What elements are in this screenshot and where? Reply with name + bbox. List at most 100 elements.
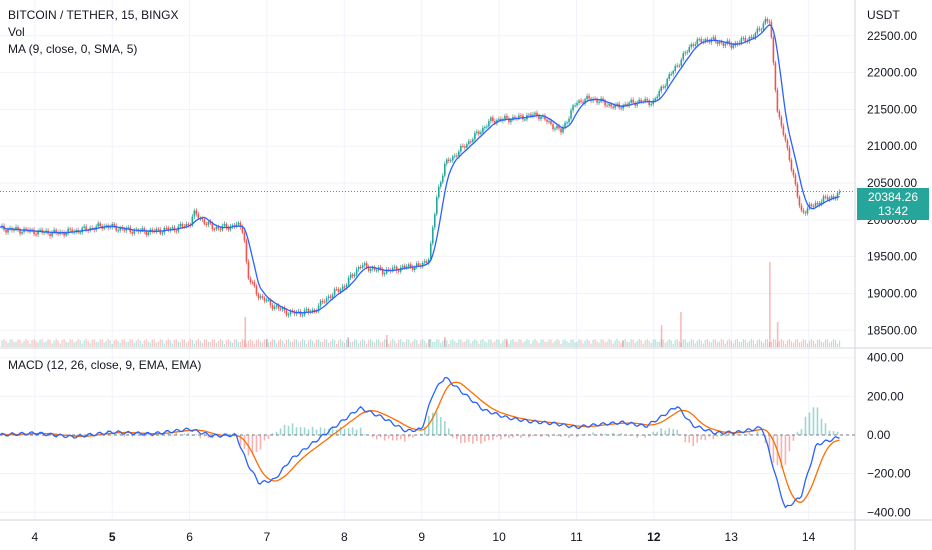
volume-bar bbox=[804, 339, 807, 347]
volume-bar bbox=[552, 343, 554, 347]
ma-legend[interactable]: MA (9, close, 0, SMA, 5) bbox=[8, 42, 138, 56]
candle-body bbox=[630, 99, 632, 103]
candle-body bbox=[758, 28, 761, 30]
volume-bar bbox=[311, 340, 314, 347]
macd-histogram-bar bbox=[828, 430, 831, 435]
volume-bar bbox=[430, 339, 432, 347]
volume-bar bbox=[792, 342, 795, 347]
volume-bar bbox=[350, 342, 352, 347]
volume-bar bbox=[273, 339, 276, 347]
volume-bar bbox=[716, 342, 718, 347]
candle-body bbox=[728, 40, 731, 44]
candle-body bbox=[349, 274, 352, 279]
macd-histogram-bar bbox=[772, 435, 775, 463]
volume-bar bbox=[285, 339, 288, 347]
volume-bar bbox=[610, 340, 612, 347]
volume-bar bbox=[690, 339, 692, 347]
candle-body bbox=[730, 43, 733, 48]
volume-bar bbox=[145, 339, 147, 347]
volume-bar bbox=[630, 339, 632, 347]
volume-bar bbox=[410, 342, 412, 347]
last-price-tag: 20384.26 13:42 bbox=[857, 188, 929, 220]
candle-body bbox=[219, 228, 222, 230]
volume-bar bbox=[562, 340, 564, 347]
volume-bar bbox=[672, 343, 674, 347]
volume-bar bbox=[418, 343, 420, 347]
macd-legend[interactable]: MACD (12, 26, close, 9, EMA, EMA) bbox=[8, 358, 202, 372]
volume-bar bbox=[171, 343, 173, 347]
candle-body bbox=[365, 263, 368, 268]
macd-histogram-bar bbox=[512, 435, 514, 438]
candle-body bbox=[381, 269, 384, 275]
volume-bar bbox=[39, 339, 41, 347]
candle-body bbox=[117, 230, 120, 232]
candle-body bbox=[337, 289, 340, 292]
macd-histogram-bar bbox=[736, 433, 739, 435]
volume-bar bbox=[315, 339, 318, 347]
macd-histogram-bar bbox=[496, 435, 498, 438]
candle-body bbox=[383, 273, 386, 275]
candle-body bbox=[810, 204, 813, 206]
macd-histogram-bar bbox=[255, 435, 258, 452]
volume-bar bbox=[632, 339, 634, 347]
candle-body bbox=[175, 230, 178, 232]
candle-body bbox=[606, 105, 608, 107]
candle-body bbox=[786, 140, 789, 149]
candle-body bbox=[602, 98, 604, 101]
volume-bar bbox=[303, 340, 306, 347]
volume-bar bbox=[538, 343, 540, 347]
volume-bar bbox=[348, 339, 350, 347]
candle-body bbox=[720, 41, 723, 43]
volume-bar bbox=[682, 339, 684, 347]
volume-bar bbox=[301, 339, 304, 347]
candle-body bbox=[664, 86, 667, 88]
volume-bar bbox=[530, 343, 532, 347]
macd-histogram-bar bbox=[299, 427, 302, 435]
macd-tick-label: 0.00 bbox=[867, 428, 891, 442]
candle-body bbox=[323, 301, 326, 303]
candle-body bbox=[421, 262, 424, 267]
volume-bar bbox=[670, 340, 672, 347]
macd-histogram-bar bbox=[35, 435, 37, 437]
volume-bar bbox=[340, 339, 342, 347]
volume-bar bbox=[664, 343, 666, 347]
volume-bar bbox=[594, 339, 596, 347]
macd-histogram-bar bbox=[836, 431, 839, 435]
candle-body bbox=[263, 297, 266, 301]
macd-histogram-bar bbox=[135, 434, 138, 436]
volume-bar bbox=[810, 339, 813, 347]
candle-body bbox=[335, 289, 338, 291]
volume-bar bbox=[796, 339, 799, 347]
symbol-legend[interactable]: BITCOIN / TETHER, 15, BINGX bbox=[8, 8, 179, 22]
volume-bar bbox=[414, 339, 416, 347]
volume-bar bbox=[590, 343, 592, 347]
macd-histogram-bar bbox=[207, 435, 210, 438]
volume-bar bbox=[79, 340, 81, 347]
macd-histogram-bar bbox=[331, 427, 334, 435]
macd-histogram-bar bbox=[752, 434, 755, 436]
volume-bar bbox=[307, 340, 310, 347]
volume-bar bbox=[61, 339, 63, 347]
macd-histogram-bar bbox=[568, 435, 570, 438]
volume-bar bbox=[398, 339, 400, 347]
volume-bar bbox=[654, 339, 656, 347]
volume-bar bbox=[289, 341, 292, 347]
candle-body bbox=[313, 309, 316, 312]
volume-bar bbox=[426, 343, 428, 347]
candle-body bbox=[722, 42, 725, 46]
volume-bar bbox=[432, 341, 434, 347]
candle-body bbox=[69, 228, 71, 230]
volume-legend[interactable]: Vol bbox=[8, 25, 25, 39]
volume-bar bbox=[287, 339, 290, 347]
volume-bar bbox=[576, 341, 578, 347]
macd-histogram-bar bbox=[832, 431, 835, 435]
macd-histogram-bar bbox=[592, 432, 594, 435]
candle-body bbox=[556, 125, 558, 129]
candle-body bbox=[385, 269, 388, 274]
candle-body bbox=[211, 223, 214, 230]
candle-body bbox=[708, 41, 711, 43]
candle-body bbox=[712, 37, 715, 39]
volume-bar bbox=[261, 342, 264, 347]
